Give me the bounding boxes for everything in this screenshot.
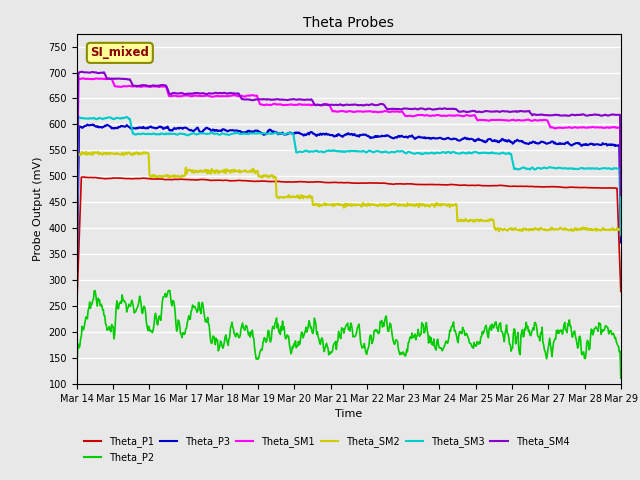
Line: Theta_SM2: Theta_SM2 (77, 152, 621, 231)
Theta_SM4 (73, 252, 81, 257)
Theta_P2 (73, 373, 81, 379)
Line: Theta_SM4: Theta_SM4 (77, 72, 621, 254)
Theta_P1 (84, 175, 92, 180)
Theta_SM2 (84, 151, 92, 157)
Theta_SM3 (83, 116, 90, 121)
Line: Theta_SM1: Theta_SM1 (77, 78, 621, 257)
Theta_SM4 (140, 82, 147, 88)
Theta_SM1 (223, 93, 231, 99)
Title: Theta Probes: Theta Probes (303, 16, 394, 30)
Theta_P2 (223, 340, 231, 346)
Theta_P3 (195, 127, 202, 133)
Theta_SM2 (73, 152, 81, 157)
X-axis label: Time: Time (335, 409, 362, 419)
Theta_P1 (140, 175, 147, 181)
Theta_SM3 (73, 274, 81, 280)
Theta_P3 (416, 134, 424, 140)
Theta_P3 (431, 135, 439, 141)
Theta_P1 (617, 288, 625, 294)
Theta_SM1 (431, 113, 439, 119)
Theta_P3 (223, 129, 231, 134)
Theta_P3 (83, 122, 90, 128)
Theta_P2 (416, 334, 424, 339)
Theta_SM4 (195, 90, 202, 96)
Theta_SM2 (223, 168, 231, 174)
Theta_SM1 (73, 254, 81, 260)
Theta_SM1 (79, 75, 86, 81)
Theta_SM1 (84, 76, 92, 82)
Theta_SM2 (195, 168, 202, 174)
Theta_P2 (91, 288, 99, 293)
Theta_P1 (223, 178, 231, 183)
Theta_SM3 (416, 150, 424, 156)
Theta_SM4 (431, 107, 439, 112)
Theta_P1 (416, 181, 424, 187)
Theta_SM1 (617, 202, 625, 208)
Theta_P1 (73, 304, 81, 310)
Theta_SM2 (82, 149, 90, 155)
Theta_P3 (89, 121, 97, 127)
Theta_P3 (140, 124, 147, 130)
Theta_P2 (431, 346, 439, 352)
Theta_P2 (140, 305, 147, 311)
Theta_SM3 (195, 131, 202, 137)
Theta_SM3 (140, 131, 147, 136)
Line: Theta_P2: Theta_P2 (77, 290, 621, 378)
Line: Theta_P1: Theta_P1 (77, 177, 621, 307)
Theta_P1 (431, 182, 439, 188)
Theta_SM2 (416, 201, 424, 206)
Theta_SM3 (123, 114, 131, 120)
Theta_SM4 (617, 192, 625, 198)
Theta_P3 (73, 278, 81, 284)
Theta_SM4 (78, 69, 86, 74)
Theta_P2 (83, 314, 90, 320)
Theta_SM1 (416, 112, 424, 118)
Theta_P1 (195, 177, 202, 183)
Theta_SM3 (431, 150, 439, 156)
Theta_P2 (617, 375, 625, 381)
Theta_SM2 (495, 228, 503, 234)
Legend: Theta_P1, Theta_P2, Theta_P3, Theta_SM1, Theta_SM2, Theta_SM3, Theta_SM4: Theta_P1, Theta_P2, Theta_P3, Theta_SM1,… (82, 434, 571, 465)
Theta_SM4 (223, 91, 231, 96)
Theta_SM2 (431, 201, 439, 206)
Line: Theta_P3: Theta_P3 (77, 124, 621, 281)
Line: Theta_SM3: Theta_SM3 (77, 117, 621, 277)
Theta_SM2 (140, 150, 147, 156)
Theta_P2 (195, 300, 202, 305)
Theta_P1 (81, 174, 88, 180)
Theta_P3 (617, 240, 625, 245)
Theta_SM4 (84, 70, 92, 75)
Theta_SM1 (195, 93, 202, 99)
Theta_SM4 (416, 106, 424, 111)
Y-axis label: Probe Output (mV): Probe Output (mV) (33, 156, 43, 261)
Theta_SM1 (140, 84, 147, 89)
Theta_SM2 (617, 225, 625, 231)
Theta_SM3 (617, 232, 625, 238)
Text: SI_mixed: SI_mixed (90, 47, 149, 60)
Theta_SM3 (223, 132, 231, 137)
